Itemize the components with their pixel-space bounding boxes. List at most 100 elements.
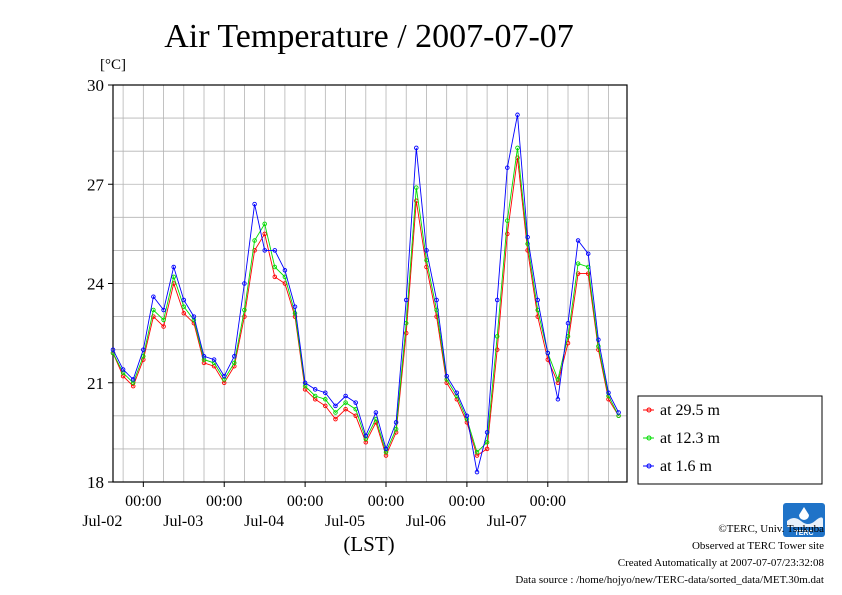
series-1-6m <box>110 112 621 475</box>
legend: at 29.5 m at 12.3 m at 1.6 m <box>637 395 823 485</box>
data-point <box>282 268 288 273</box>
data-point <box>232 354 237 359</box>
data-point <box>434 297 439 303</box>
data-point <box>323 397 328 402</box>
data-point <box>312 393 318 399</box>
data-point <box>393 426 399 432</box>
y-tick-label: 21 <box>87 374 104 393</box>
footer-created: Created Automatically at 2007-07-07/23:3… <box>617 557 824 569</box>
data-point <box>343 406 348 412</box>
x-axis-label: (LST) <box>343 532 394 556</box>
data-point <box>333 416 338 422</box>
data-point <box>201 354 207 359</box>
legend-label: at 12.3 m <box>660 430 721 447</box>
data-point <box>262 221 267 227</box>
legend-marker <box>646 435 652 441</box>
data-point <box>535 297 540 303</box>
legend-label: at 29.5 m <box>660 402 721 419</box>
data-point <box>292 311 298 316</box>
series-line <box>112 157 619 457</box>
data-point <box>272 274 278 280</box>
data-point <box>343 393 348 399</box>
logo-text: TERC <box>794 530 813 537</box>
x-tick-label: 00:00 <box>449 493 485 510</box>
data-point <box>575 238 581 243</box>
data-point <box>141 347 146 352</box>
data-point <box>494 347 500 352</box>
data-point <box>454 390 460 395</box>
data-point <box>343 400 348 405</box>
data-point <box>323 390 328 395</box>
data-point <box>545 350 551 356</box>
data-point <box>302 380 308 386</box>
legend-marker <box>646 407 652 413</box>
y-axis-label: [°C] <box>100 57 126 73</box>
data-point <box>151 307 156 313</box>
footer-copyright: ©TERC, Univ. Tsukuba <box>718 523 824 535</box>
y-tick-label: 24 <box>87 275 105 294</box>
data-point <box>393 420 399 425</box>
data-point <box>565 320 571 326</box>
data-point <box>505 231 510 237</box>
footer-source: Data source : /home/hojyo/new/TERC-data/… <box>515 574 824 586</box>
data-point <box>323 403 328 409</box>
legend-frame <box>637 395 823 485</box>
x-date-label: Jul-02 <box>82 513 122 530</box>
chart-title: Air Temperature / 2007-07-07 <box>164 18 574 55</box>
data-point <box>403 297 409 303</box>
data-point <box>232 360 237 366</box>
x-tick-label: 00:00 <box>530 493 566 510</box>
data-point <box>515 112 520 118</box>
data-point <box>555 397 561 402</box>
y-tick-label: 27 <box>87 175 105 194</box>
data-point <box>403 330 409 336</box>
data-point <box>525 241 530 247</box>
data-point <box>161 324 166 329</box>
plot-area: 182124273000:00Jul-0200:00Jul-0300:00Jul… <box>82 76 628 530</box>
data-point <box>484 440 490 445</box>
data-point <box>585 251 591 256</box>
data-point <box>484 430 490 435</box>
data-point <box>262 248 267 253</box>
data-point <box>221 373 227 379</box>
data-point <box>171 264 176 270</box>
x-tick-label: 00:00 <box>368 493 404 510</box>
data-point <box>515 145 520 151</box>
x-date-label: Jul-04 <box>244 513 284 530</box>
data-point <box>191 314 197 319</box>
data-point <box>424 248 429 253</box>
data-point <box>474 449 480 455</box>
data-point <box>373 410 379 415</box>
data-point <box>333 410 338 415</box>
series-line <box>112 114 620 473</box>
footer-observed: Observed at TERC Tower site <box>691 540 824 552</box>
data-point <box>272 248 278 253</box>
data-point <box>434 307 439 313</box>
x-date-label: Jul-05 <box>325 513 365 530</box>
y-tick-label: 18 <box>87 473 104 492</box>
data-point <box>464 413 470 419</box>
data-point <box>242 314 247 319</box>
data-point <box>262 231 267 237</box>
x-date-label: Jul-03 <box>163 513 203 530</box>
data-point <box>181 311 187 316</box>
data-point <box>575 261 581 266</box>
data-point <box>414 145 419 151</box>
y-tick-label: 30 <box>87 76 104 95</box>
data-point <box>110 347 116 352</box>
data-point <box>363 433 369 438</box>
data-point <box>525 234 530 240</box>
legend-label: at 1.6 m <box>660 458 713 475</box>
data-point <box>312 387 318 392</box>
legend-marker <box>646 463 652 469</box>
data-point <box>161 317 166 323</box>
data-point <box>606 390 611 395</box>
data-point <box>171 274 176 280</box>
data-point <box>596 344 601 349</box>
data-point <box>333 403 338 409</box>
data-point <box>505 218 510 223</box>
x-date-label: Jul-06 <box>406 513 446 530</box>
terc-logo: TERC <box>783 503 825 537</box>
x-date-label: Jul-07 <box>487 513 527 530</box>
